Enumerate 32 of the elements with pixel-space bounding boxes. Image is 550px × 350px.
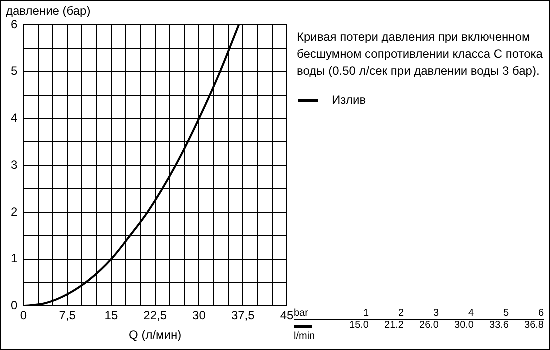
x-tick-label: 0 [20,308,28,323]
text: 4 [467,308,474,319]
text: 3 [432,308,439,319]
text: 5 [502,308,509,319]
x-tick-label: 15 [104,308,118,323]
y-axis-title: давление (бар) [6,4,91,18]
x-axis-title: Q (л/мин) [129,328,182,342]
text: 26.0 [418,320,439,331]
x-tick-label: 30 [192,308,206,323]
text: 33.6 [488,320,509,331]
y-tick-label: 1 [10,252,18,266]
text: 6 [537,308,544,319]
y-tick-label: 2 [10,204,18,219]
text: 15.0 [348,320,369,331]
text: Кривая потери давления при включенном бесшумном сопротивлении класса С потока воды (0.50 л/сек при давлении воды 3 бар). [297,29,544,80]
text: bar [294,308,310,319]
text: 36.8 [524,320,544,331]
text: 1 [362,308,369,319]
x-tick-label: 7,5 [59,308,76,323]
y-tick-label: 4 [10,111,18,126]
y-tick-label: 5 [10,64,18,78]
x-tick-label: 37,5 [231,308,256,323]
text: 2 [397,308,404,319]
x-tick-label: 45 [280,308,294,323]
legend-label: Излив [332,93,366,107]
y-tick-label: 3 [10,158,18,172]
y-tick-label: 0 [10,298,18,313]
text: l/min [294,331,316,342]
x-tick-label: 22,5 [144,308,168,323]
y-tick-label: 6 [10,17,18,32]
text: 21.2 [384,320,404,331]
text: 30.0 [454,320,474,331]
